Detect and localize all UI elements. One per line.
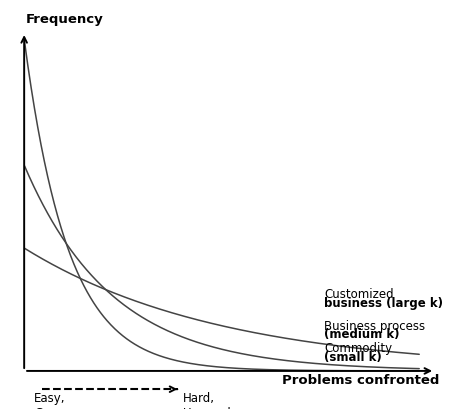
Text: Problems confronted: Problems confronted [281,373,438,387]
Text: Hard,
Unusual: Hard, Unusual [182,392,230,409]
Text: Frequency: Frequency [26,13,104,25]
Text: Customized: Customized [324,288,393,301]
Text: (small k): (small k) [324,351,381,364]
Text: business (large k): business (large k) [324,297,442,310]
Text: Commodity: Commodity [324,342,392,355]
Text: Easy,
Common: Easy, Common [34,392,87,409]
Text: (medium k): (medium k) [324,328,399,342]
Text: Business process: Business process [324,320,425,333]
